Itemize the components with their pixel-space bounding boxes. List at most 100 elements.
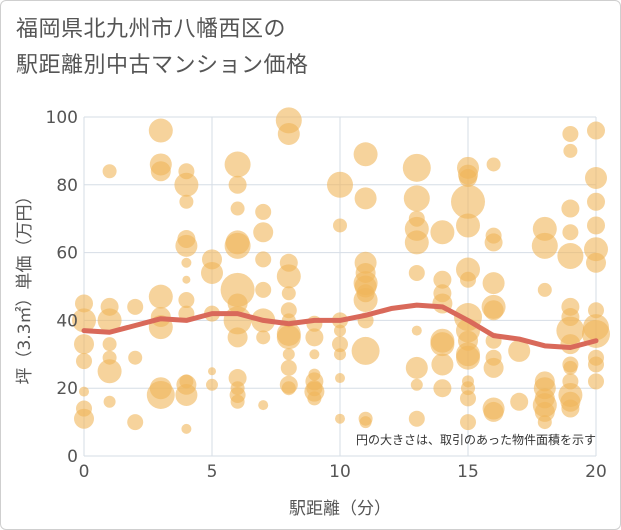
bubble-point — [486, 157, 501, 172]
bubble-point — [483, 401, 504, 422]
x-tick-label: 15 — [457, 462, 479, 482]
x-axis-label: 駅距離（分） — [289, 499, 391, 519]
y-tick-label: 60 — [56, 244, 78, 264]
y-tick-label: 100 — [46, 108, 78, 128]
x-tick-label: 20 — [585, 462, 607, 482]
bubble-point — [334, 324, 346, 337]
bubble-point — [534, 401, 555, 422]
bubble-point — [430, 332, 455, 357]
bubble-point — [451, 184, 485, 219]
bubble-point — [483, 300, 504, 321]
bubble-point — [563, 143, 578, 158]
bubble-point — [411, 325, 422, 336]
bubble-point — [508, 339, 531, 362]
bubble-point — [277, 122, 300, 145]
bubble-point — [561, 199, 580, 218]
bubble-point — [230, 201, 245, 216]
bubble-point — [181, 257, 192, 268]
bubble-point — [174, 172, 199, 197]
x-tick-label: 0 — [79, 462, 90, 482]
bubble-point — [408, 264, 425, 281]
bubble-point — [255, 251, 272, 268]
bubble-point — [76, 353, 92, 370]
bubble-point — [588, 356, 604, 373]
x-tick-label: 10 — [329, 462, 351, 482]
title-line-2: 駅距離別中古マンション価格 — [16, 53, 309, 78]
bubble-point — [562, 224, 579, 241]
bubble-point — [510, 392, 529, 411]
bubble-point — [255, 203, 272, 220]
bubble-point — [281, 381, 296, 396]
bubble-point — [563, 360, 578, 375]
bubble-point — [179, 194, 194, 209]
bubble-point — [224, 232, 251, 259]
bubble-point — [351, 336, 380, 365]
bubble-point — [150, 161, 171, 182]
bubble-point — [460, 271, 476, 288]
bubble-point — [404, 230, 429, 255]
bubble-size-note: 円の大きさは、取引のあった物件面積を示す — [356, 432, 596, 447]
trend-line — [81, 302, 599, 351]
bubble-point — [75, 294, 93, 313]
bubble-point — [103, 395, 116, 408]
bubble-layer — [72, 107, 610, 434]
bubble-point — [557, 242, 584, 269]
bubble-point — [531, 232, 558, 259]
bubble-point — [354, 187, 377, 210]
bubble-point — [148, 284, 173, 309]
bubble-point — [484, 233, 503, 252]
bubble-point — [334, 348, 346, 361]
bubble-point — [562, 125, 579, 142]
bubble-point — [224, 151, 251, 178]
bubble-point — [335, 373, 345, 384]
bubble-point — [178, 292, 195, 309]
bubble-point — [408, 410, 425, 427]
bubble-point — [127, 414, 144, 431]
bubble-point — [460, 414, 476, 431]
bubble-point — [586, 252, 606, 273]
bubble-point — [182, 275, 191, 284]
bubble-point — [587, 121, 605, 140]
bubble-point — [208, 367, 216, 376]
bubble-point — [307, 391, 322, 406]
bubble-point — [353, 142, 378, 167]
bubble-point — [201, 261, 223, 284]
bubble-point — [255, 281, 272, 298]
bubble-point — [460, 390, 476, 407]
bubble-point — [280, 302, 297, 319]
bubble-point — [181, 423, 192, 434]
bubble-point — [588, 373, 604, 390]
bubble-point — [482, 272, 505, 295]
bubble-point — [456, 213, 480, 238]
bubble-point — [433, 270, 452, 289]
bubble-point — [74, 408, 94, 429]
y-axis-label: 坪（3.3㎡）単価（万円） — [15, 187, 35, 384]
bubble-point — [587, 192, 605, 211]
bubble-point — [206, 378, 218, 391]
bubble-point — [102, 337, 117, 352]
bubble-point — [127, 298, 144, 315]
bubble-point — [561, 399, 580, 418]
bubble-point — [403, 185, 430, 212]
bubble-point — [79, 386, 89, 397]
y-tick-label: 0 — [67, 447, 78, 467]
bubble-point — [332, 336, 348, 353]
bubble-point — [588, 302, 604, 319]
bubble-point — [587, 216, 605, 235]
y-tick-label: 20 — [56, 379, 78, 399]
bubble-point — [537, 282, 552, 297]
bubble-point — [459, 169, 477, 188]
bubble-point — [230, 394, 245, 409]
bubble-point — [282, 348, 295, 361]
bubble-point — [227, 327, 248, 348]
bubble-point — [359, 416, 372, 429]
bubble-point — [228, 175, 247, 194]
trend-layer — [81, 302, 599, 351]
bubble-point — [335, 413, 345, 424]
bubble-point — [148, 118, 173, 143]
bubble-point — [433, 379, 452, 398]
bubble-point — [333, 218, 347, 233]
bubble-point — [456, 345, 480, 370]
